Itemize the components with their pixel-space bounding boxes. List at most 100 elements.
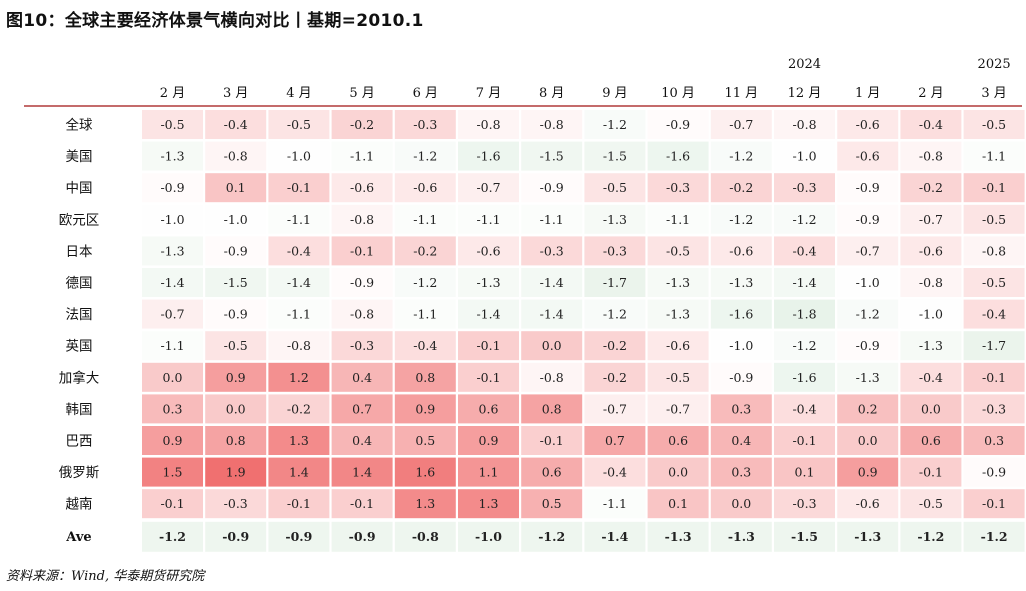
- heatmap-cell: [963, 394, 1025, 424]
- heatmap-cell: [205, 489, 267, 519]
- heatmap-cell: [774, 426, 835, 455]
- heatmap-cell: [331, 268, 393, 297]
- cell-value: 0.0: [163, 370, 183, 385]
- heatmap-cell: [205, 268, 267, 297]
- cell-value: -1.2: [856, 307, 880, 322]
- heatmap-cell: [584, 394, 646, 424]
- heatmap-cell: [837, 173, 899, 203]
- cell-value: -0.2: [603, 338, 627, 353]
- heatmap-cell: [584, 141, 646, 171]
- cell-value: -0.9: [666, 117, 690, 132]
- cell-value: 0.0: [668, 465, 688, 480]
- heatmap-cell: [521, 457, 583, 487]
- cell-value: -1.1: [287, 212, 311, 227]
- heatmap-cell: [268, 236, 330, 266]
- row-label: 俄罗斯: [59, 465, 100, 481]
- ave-cell: [647, 521, 709, 552]
- heatmap-cell: [710, 299, 772, 329]
- heatmap-cell: [710, 457, 772, 487]
- heatmap-cell: [331, 141, 393, 171]
- row-label: 韩国: [66, 402, 93, 418]
- heatmap-cell: [647, 362, 709, 392]
- heatmap-cell: [394, 426, 456, 455]
- cell-value: -0.5: [919, 496, 943, 511]
- cell-value: -1.1: [666, 212, 690, 227]
- cell-value: -1.3: [856, 370, 880, 385]
- cell-value: -0.3: [224, 496, 248, 511]
- cell-value: -0.2: [287, 401, 311, 416]
- cell-value: 1.9: [226, 465, 246, 480]
- cell-value: 0.4: [731, 433, 751, 448]
- ave-cell: [710, 521, 772, 552]
- cell-value: -1.0: [856, 275, 880, 290]
- heatmap-cell: [647, 299, 709, 329]
- cell-value: 1.2: [289, 370, 309, 385]
- heatmap-cell: [521, 204, 583, 234]
- cell-value: -1.0: [919, 307, 943, 322]
- cell-value: 0.4: [352, 433, 372, 448]
- heatmap-cell: [647, 173, 709, 203]
- cell-value: -0.4: [792, 243, 816, 258]
- heatmap-cell: [142, 362, 203, 392]
- heatmap-cell: [774, 489, 835, 519]
- heatmap-cell: [331, 236, 393, 266]
- heatmap-cell: [205, 141, 267, 171]
- heatmap-cell: [394, 457, 456, 487]
- heatmap-cell: [458, 489, 519, 519]
- heatmap-cell: [584, 426, 646, 455]
- heatmap-cells: -0.5 -0.4 -0.5 -0.2 -0.3 -0.8 -0.8 -1.2 -0.9 -0.7…: [142, 110, 1025, 519]
- cell-value: 1.4: [352, 465, 372, 480]
- heatmap-cell: [458, 426, 519, 455]
- cell-value: -0.5: [982, 117, 1006, 132]
- heatmap-cell: [963, 110, 1025, 139]
- cell-value: -0.9: [982, 465, 1006, 480]
- heatmap-cell: [837, 362, 899, 392]
- cell-value: -1.1: [287, 307, 311, 322]
- row-label: 全球: [66, 117, 93, 134]
- cell-value: -0.8: [792, 117, 816, 132]
- cell-value: -0.9: [160, 180, 184, 195]
- cell-value: -1.3: [666, 307, 690, 322]
- heatmap-cell: [521, 426, 583, 455]
- ave-row-label: Ave: [65, 530, 91, 545]
- heatmap-cell: [900, 299, 962, 329]
- cell-value: -1.0: [224, 212, 248, 227]
- heatmap-cell: [458, 299, 519, 329]
- ave-value: -1.0: [475, 529, 502, 544]
- heatmap-cell: [710, 331, 772, 361]
- cell-value: 0.3: [731, 401, 751, 416]
- heatmap-cell: [710, 426, 772, 455]
- row-label: 越南: [66, 497, 93, 513]
- cell-value: 1.5: [163, 465, 183, 480]
- cell-value: -0.1: [476, 338, 500, 353]
- ave-cell: [142, 521, 203, 552]
- cell-value: 0.5: [542, 496, 562, 511]
- row-label: 法国: [66, 307, 93, 323]
- column-header: 10 月: [661, 86, 695, 101]
- heatmap-cell: [521, 110, 583, 139]
- heatmap-cell: [205, 426, 267, 455]
- row-label: 巴西: [66, 434, 93, 450]
- column-header: 11 月: [724, 86, 758, 101]
- cell-value: -0.6: [919, 243, 943, 258]
- cell-value: -1.7: [982, 338, 1006, 353]
- cell-value: -0.9: [350, 275, 374, 290]
- column-header: 2 月: [160, 86, 185, 101]
- heatmap-cell: [521, 362, 583, 392]
- heatmap-cell: [584, 331, 646, 361]
- cell-value: -1.0: [792, 149, 816, 164]
- cell-value: 0.1: [226, 180, 246, 195]
- column-header: 1 月: [855, 86, 880, 101]
- year-label-2025: 2025: [978, 57, 1011, 72]
- cell-value: -0.9: [856, 180, 880, 195]
- ave-cell: [837, 521, 899, 552]
- heatmap-cell: [205, 362, 267, 392]
- cell-value: -0.1: [350, 243, 374, 258]
- cell-value: 0.0: [731, 496, 751, 511]
- heatmap-cell: [647, 204, 709, 234]
- cell-value: 0.8: [415, 370, 435, 385]
- heatmap-cell: [205, 110, 267, 139]
- cell-value: -1.0: [160, 212, 184, 227]
- cell-value: -0.9: [856, 212, 880, 227]
